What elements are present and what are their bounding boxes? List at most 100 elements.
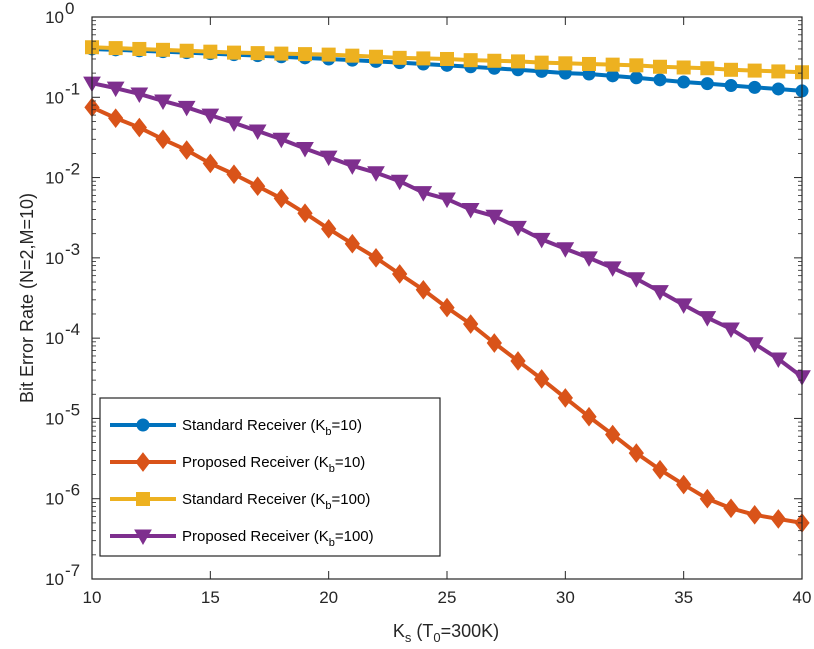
series-2-point [605,424,621,445]
y-tick-label: 10 [45,570,64,589]
y-tick-label: 10 [45,329,64,348]
series-1-point [629,71,643,85]
legend-label-sub: b [329,463,335,475]
series-2-point [226,164,242,185]
legend-label-rest: =10) [335,454,365,471]
legend-label: Proposed Receiver (Kb=10) [182,454,365,475]
legend-item-4: Proposed Receiver (Kb=100) [110,528,374,549]
y-tick-label-base: 10 [45,169,64,188]
y-tick-label: 10 [45,490,64,509]
series-3-point [250,46,265,61]
y-tick-label: 10 [45,249,64,268]
series-2-point [344,233,360,254]
series-3-point [487,53,502,68]
series-1-point [724,79,738,93]
x-tick-label: 40 [793,588,812,607]
legend-label-rest: =10) [332,417,362,434]
series-3-point [676,60,691,75]
tick-labels: 10 15 20 25 30 35 4010-710-610-510-410-310-210… [45,0,811,607]
series-4-point [509,220,527,237]
y-tick-label-exp: -6 [65,481,80,500]
series-3-point [227,45,241,60]
series-2-point [534,369,550,389]
legend-label: Proposed Receiver (Kb=100) [182,528,374,549]
legend-swatch-marker [136,492,150,506]
series-1-point [653,73,667,87]
series-2-point [202,153,218,174]
series-4-point [698,311,717,327]
series-4-point [319,150,338,167]
x-axis-label-rest-b: =300K) [441,621,500,641]
series-3-point [463,53,478,68]
series-3-point [416,51,431,66]
y-tick-label: 10 [45,88,64,107]
series-3-point [108,41,123,56]
series-3-point [771,64,786,79]
series-2-point [155,129,171,150]
series-4 [83,76,811,386]
series-4-point [532,232,551,249]
series-4-point [745,337,764,353]
series-4-point [651,285,669,301]
y-tick-label-base: 10 [45,490,64,509]
series-3-point [369,49,383,64]
series-3-point [392,50,407,65]
series-2-point [510,351,526,371]
legend-item-3: Standard Receiver (Kb=100) [110,491,370,512]
legend-swatch-marker [135,452,151,472]
series-3 [85,40,809,80]
series-2-point [131,117,147,138]
series-3-point [605,57,620,72]
series-4-point [627,272,646,288]
series-3-point [321,47,336,62]
x-axis-label-sub: s [405,630,412,645]
y-tick-label-exp: -5 [65,400,80,419]
y-tick-label: 10 [45,8,64,27]
y-tick-label-exp: 0 [65,0,74,18]
series-3-point [345,48,360,63]
series-3-point [747,63,762,78]
axes-layer [91,16,803,580]
y-tick-label-exp: -3 [65,240,80,259]
series-4-point [461,203,480,219]
series-1-point [677,75,691,89]
y-axis-label: Bit Error Rate (N=2,M=10) [17,193,37,403]
legend-swatch-marker [134,529,152,546]
series-2-point [770,509,786,529]
y-tick-label-exp: -1 [65,79,80,98]
x-axis-label-base: K [393,621,405,641]
series-4-point [296,142,314,158]
series-4-point [343,159,362,175]
series-3-point [156,42,170,57]
x-tick-label: 25 [438,588,457,607]
series-1-point [748,80,762,94]
x-axis-label-rest-a: (T [411,621,433,641]
legend-label: Standard Receiver (Kb=10) [182,417,362,438]
series-4-point [390,174,409,191]
series-4-point [556,242,575,258]
series-layer [83,40,811,533]
series-4-line [91,81,804,379]
y-tick-label-exp: -2 [65,160,80,179]
x-tick-label: 15 [201,588,220,607]
x-tick-label: 30 [556,588,575,607]
series-2-point [108,108,124,128]
legend-item-1: Standard Receiver (Kb=10) [110,417,362,438]
x-tick-label: 20 [319,588,338,607]
legend-label-main: Standard Receiver (K [182,491,325,508]
series-3-point [440,51,454,66]
legend-item-2: Proposed Receiver (Kb=10) [110,452,365,475]
legend-label-sub: b [325,426,331,438]
x-tick-label: 35 [674,588,693,607]
series-4-point [130,87,149,103]
series-3-point [558,56,573,71]
series-2-point [250,176,266,197]
series-4-point [603,261,622,277]
x-axis-label: Ks (T0=300K) [393,621,499,645]
legend-swatch-marker [136,418,150,432]
series-3-point [203,44,218,59]
series-2-point [368,248,384,268]
series-3-point [724,62,738,77]
series-4-point [225,116,243,132]
